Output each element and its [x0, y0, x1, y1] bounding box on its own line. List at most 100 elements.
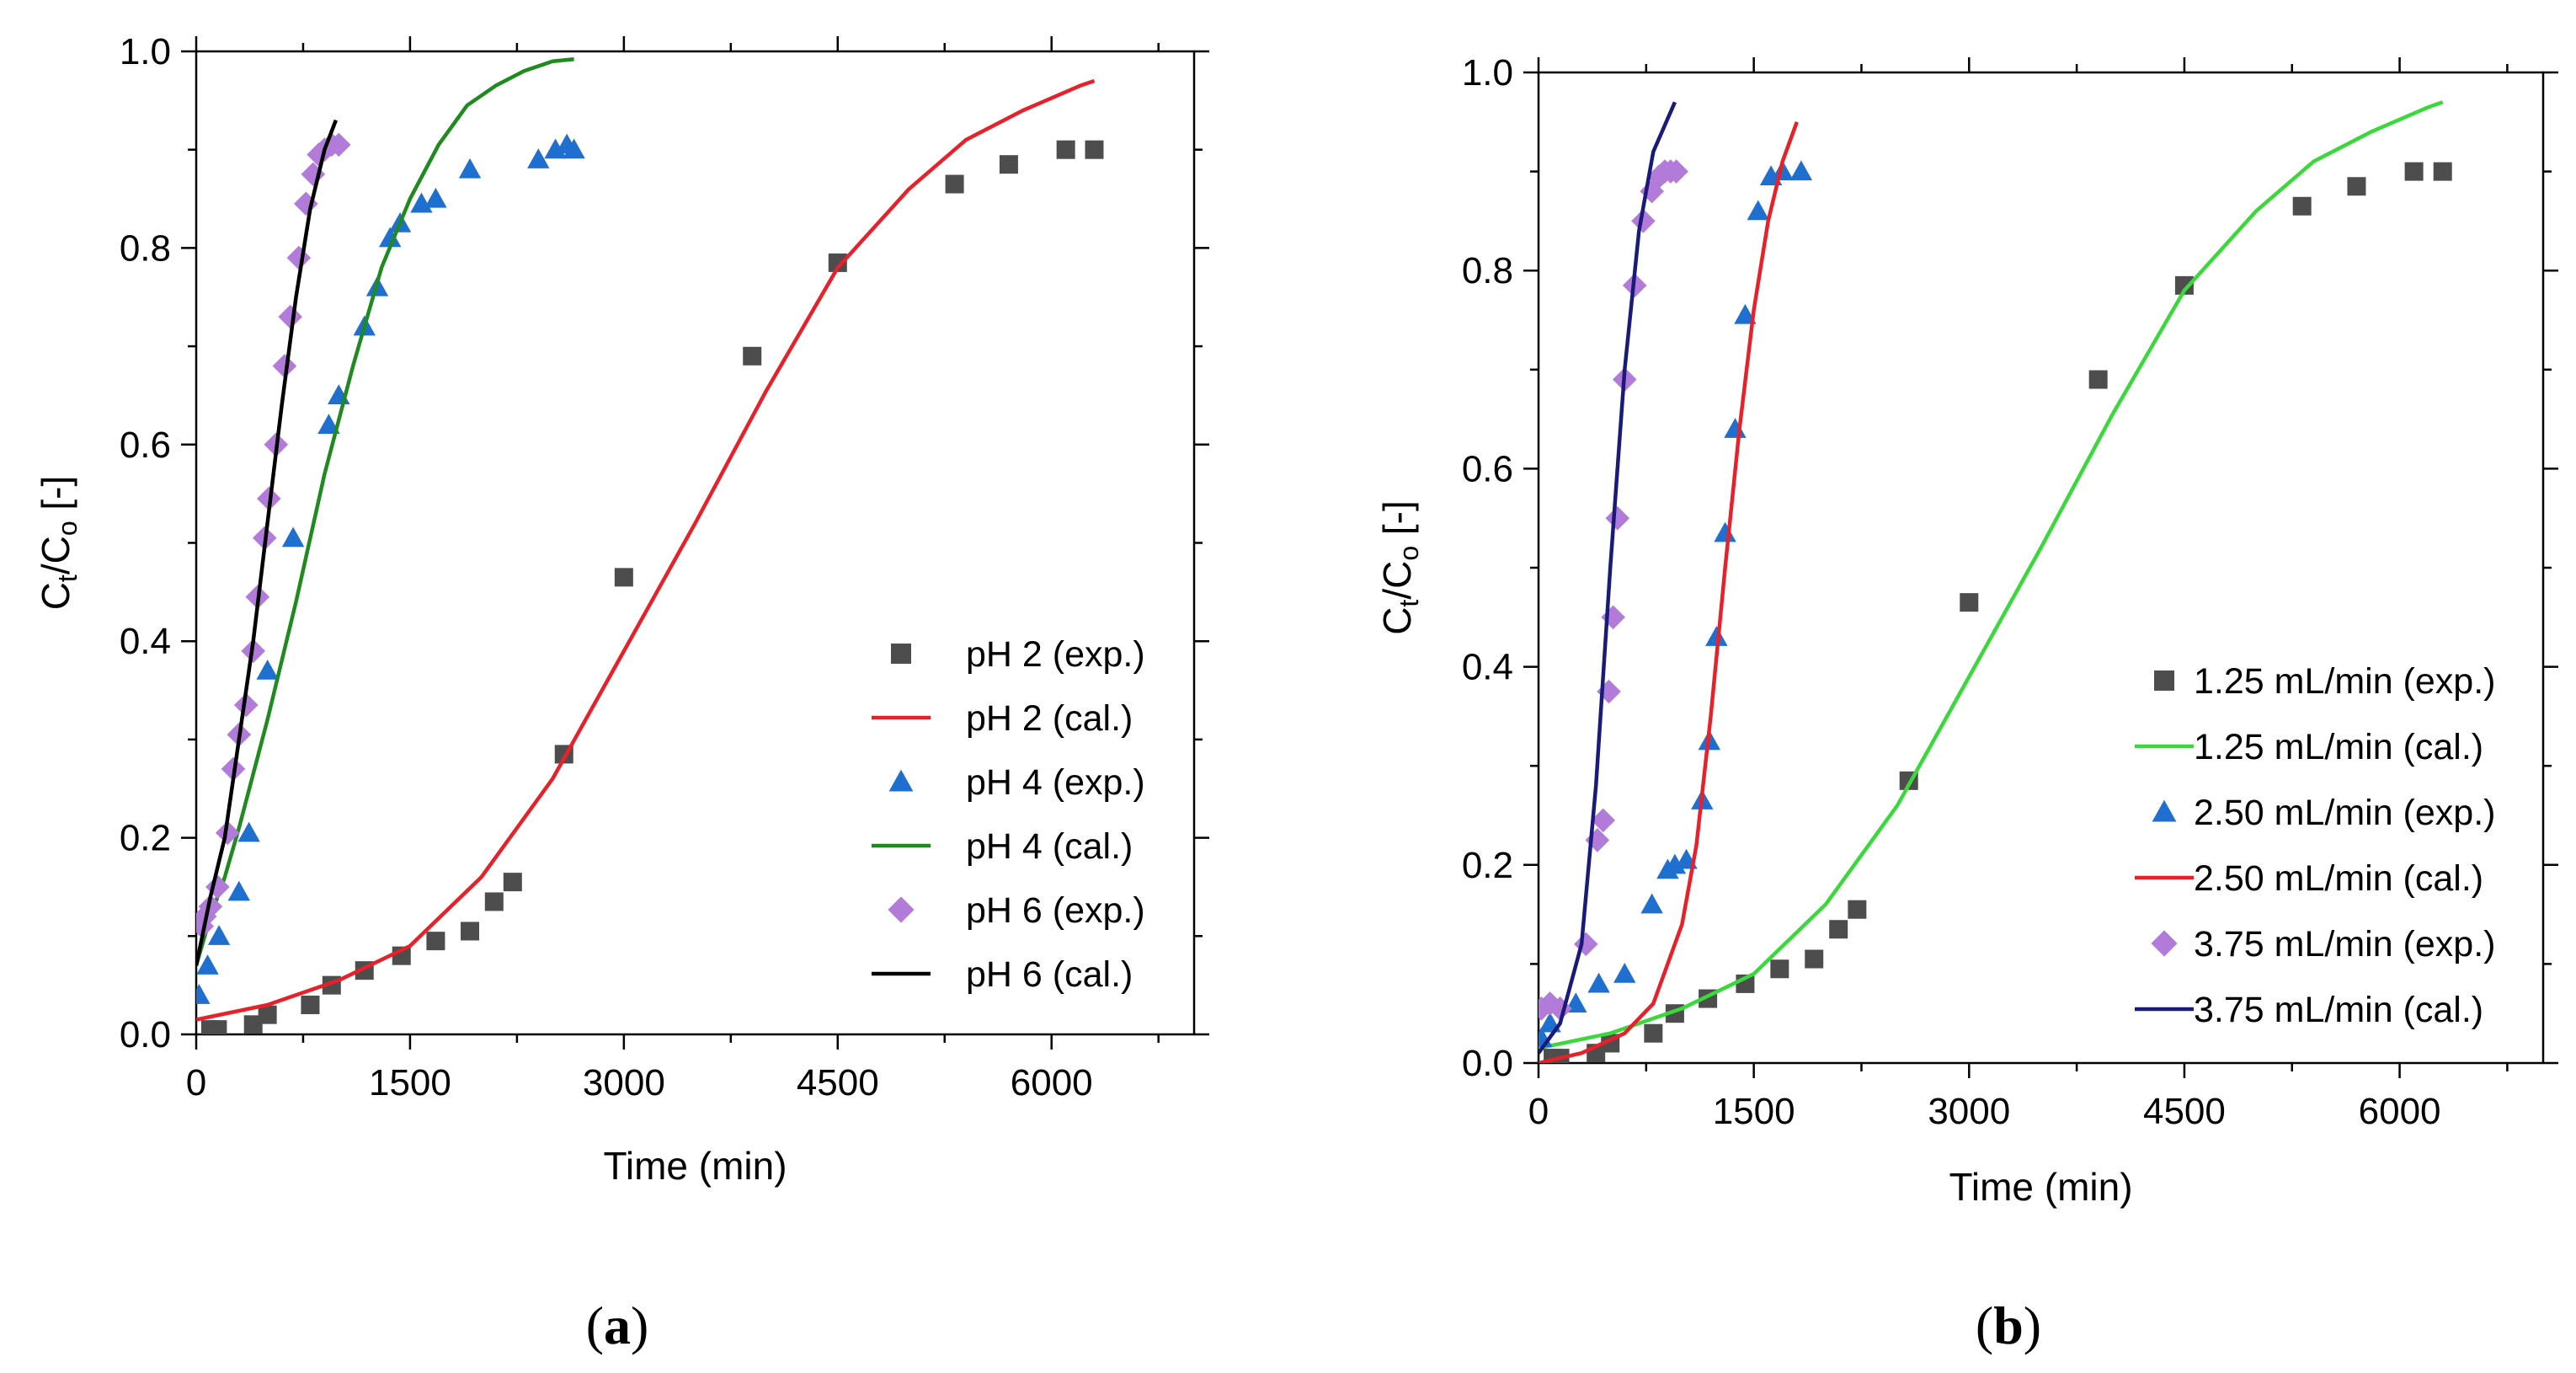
y-axis-title-part: [-] [34, 476, 77, 521]
data-point [227, 880, 250, 901]
y-tick-label: 0.8 [120, 227, 171, 269]
data-point [1789, 160, 1813, 181]
data-point [484, 892, 504, 911]
data-point [215, 820, 240, 846]
y-axis-title-part: [-] [1375, 500, 1419, 546]
chart-panel-a: 0 1500 3000 4500 6000 0.0 0.2 0.4 0.6 0.8 1.0 Time … [34, 31, 1209, 1355]
data-point [198, 894, 223, 919]
data-point [1960, 593, 1979, 612]
data-point [2088, 370, 2108, 389]
data-point [379, 227, 402, 248]
legend-marker-0 [891, 644, 911, 664]
series-line-3 [1539, 121, 1799, 1063]
series-4-points [196, 132, 351, 938]
legend: pH 2 (exp.) pH 2 (cal.) pH 4 (exp.) pH 4 (c… [872, 634, 1145, 995]
panel-label-a: (a) [586, 1296, 649, 1355]
y-tick-label: 0.4 [120, 621, 171, 662]
plot-area [196, 57, 1104, 1034]
x-tick-label: 3000 [1928, 1091, 2010, 1132]
x-tick-label: 4500 [2143, 1091, 2226, 1132]
series-line-3 [196, 57, 574, 966]
panel-label-paren: ) [631, 1296, 648, 1355]
data-point [461, 922, 480, 941]
series-line-5 [196, 119, 338, 966]
series-4-points [1539, 159, 1688, 1021]
y-tick-label: 0.2 [120, 818, 171, 859]
data-point [503, 873, 522, 892]
x-axis-title: Time (min) [1949, 1165, 2132, 1209]
x-tick-label: 1500 [369, 1062, 451, 1103]
series-2-points [1539, 160, 1813, 1048]
data-point [828, 253, 847, 272]
legend-marker-2 [2152, 799, 2177, 822]
plot-frame [195, 50, 1196, 1036]
panel-label-paren: ) [2024, 1296, 2041, 1355]
series-0-points [200, 140, 1104, 1034]
data-point [243, 1015, 263, 1034]
data-point [1747, 200, 1769, 221]
series-line-1 [196, 78, 1096, 1022]
legend-label-4: pH 6 (exp.) [966, 890, 1145, 931]
plot-frame [1537, 71, 2545, 1065]
data-point [1605, 505, 1630, 531]
data-point [237, 821, 260, 842]
data-point [317, 414, 340, 435]
data-point [1805, 949, 1824, 969]
y-axis-title-part: C [1375, 607, 1419, 635]
data-point [272, 354, 297, 378]
legend-label-0: pH 2 (exp.) [966, 634, 1145, 675]
data-point [326, 132, 351, 158]
data-point [1085, 140, 1104, 159]
legend-label-2: pH 4 (exp.) [966, 762, 1145, 803]
data-point [301, 995, 320, 1014]
data-point [1539, 991, 1562, 1016]
data-point [1664, 159, 1688, 184]
y-axis-title-subscript: o [1394, 546, 1424, 561]
y-axis-title-subscript: t [52, 574, 83, 582]
y-tick-label: 0.6 [120, 425, 171, 466]
x-tick-label: 6000 [2359, 1091, 2441, 1132]
x-tick-label: 1500 [1713, 1091, 1795, 1132]
series-line-1 [1539, 100, 2444, 1050]
data-point [1587, 972, 1610, 993]
data-point [1056, 140, 1075, 159]
data-point [458, 158, 482, 179]
y-axis-title: Ct/Co [-] [34, 476, 83, 611]
y-axis-title: Ct/Co [-] [1375, 500, 1424, 635]
y-axis-title-subscript: t [1394, 600, 1424, 607]
y-axis-title-part: C [34, 582, 77, 610]
y-tick-label: 0.0 [1462, 1043, 1513, 1084]
legend-label-1: 1.25 mL/min (cal.) [2194, 727, 2483, 767]
y-axis-title-part: /C [1375, 561, 1419, 600]
data-point [258, 1005, 277, 1024]
data-point [426, 932, 445, 951]
data-point [233, 692, 259, 718]
data-point [1613, 962, 1636, 983]
data-point [1705, 626, 1728, 646]
legend-marker-2 [888, 769, 914, 792]
y-tick-label: 1.0 [120, 31, 171, 72]
data-point [2292, 196, 2312, 216]
x-tick-label: 4500 [797, 1062, 879, 1103]
data-point [196, 984, 211, 1004]
legend-label-4: 3.75 mL/min (exp.) [2194, 924, 2495, 964]
data-point [1771, 160, 1794, 181]
data-point [1770, 959, 1789, 979]
data-point [1644, 1023, 1663, 1043]
legend-marker-0 [2154, 670, 2174, 691]
x-axis-title: Time (min) [603, 1144, 787, 1188]
x-tick-label: 6000 [1011, 1062, 1093, 1103]
data-point [614, 568, 633, 587]
data-point [1591, 808, 1615, 833]
data-point [2347, 177, 2366, 196]
data-point [527, 148, 550, 168]
data-point [424, 187, 447, 208]
legend-marker-4 [888, 896, 915, 923]
data-point [1848, 900, 1867, 919]
legend-label-2: 2.50 mL/min (exp.) [2194, 793, 2495, 833]
data-point [286, 245, 312, 270]
data-point [563, 138, 585, 159]
y-tick-label: 0.0 [120, 1014, 171, 1055]
legend-label-3: pH 4 (cal.) [966, 826, 1133, 867]
